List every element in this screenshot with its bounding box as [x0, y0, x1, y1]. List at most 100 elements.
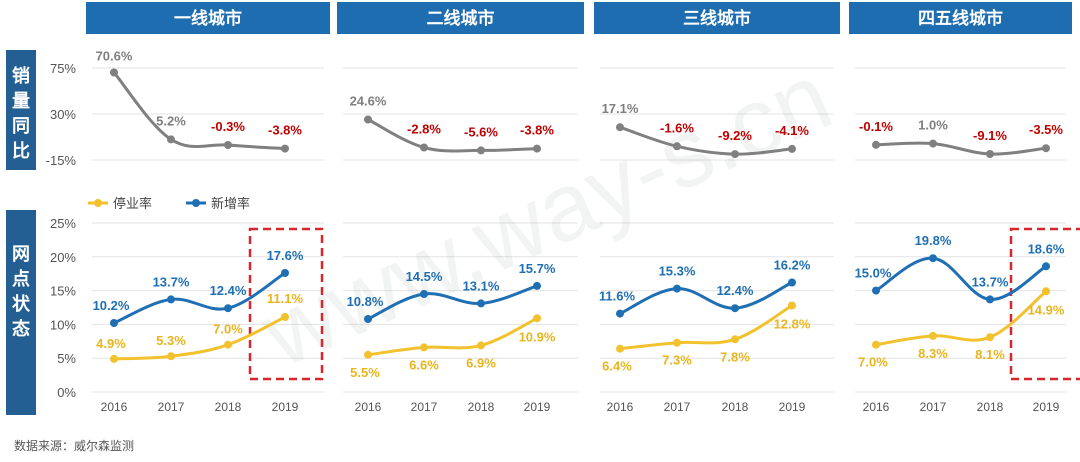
highlight-2019-box [1009, 227, 1080, 381]
x-tick-label: 2019 [272, 400, 299, 414]
y-tick-label-sales: 75% [50, 61, 76, 76]
new-rate-point [673, 284, 681, 293]
stop-rate-label: 6.9% [466, 355, 496, 370]
y-tick-label-outlets: 25% [50, 216, 76, 231]
new-rate-point [224, 304, 232, 313]
panel-header-bg [849, 2, 1072, 34]
stop-rate-line [367, 316, 538, 357]
x-tick-label: 2016 [863, 400, 890, 414]
y-tick-label-outlets: 5% [57, 351, 76, 366]
x-tick-label: 2017 [158, 400, 185, 414]
stop-rate-label: 11.1% [267, 291, 304, 306]
sales-yoy-point [986, 150, 994, 158]
sales-yoy-point [788, 144, 796, 153]
sales-yoy-label: 5.2% [156, 113, 186, 128]
new-rate-label: 10.2% [93, 298, 130, 313]
new-rate-label: 16.2% [774, 258, 811, 273]
stop-rate-line [113, 315, 286, 361]
stop-rate-point [364, 350, 372, 359]
highlight-2019-box [248, 227, 324, 381]
stop-rate-point [616, 344, 624, 353]
new-rate-label: 15.7% [519, 261, 556, 276]
stop-rate-label: 5.5% [350, 365, 380, 380]
x-tick-label: 2016 [607, 400, 634, 414]
stop-rate-label: 12.8% [774, 317, 811, 332]
sales-yoy-line [367, 118, 538, 153]
stop-rate-point [477, 341, 485, 350]
sales-yoy-label: -1.6% [660, 120, 694, 135]
x-tick-label: 2017 [920, 400, 947, 414]
stop-rate-label: 6.4% [602, 359, 632, 374]
sales-yoy-label: -3.8% [520, 123, 554, 138]
stop-rate-point [110, 354, 118, 363]
x-tick-label: 2018 [468, 400, 495, 414]
x-tick-label: 2019 [1033, 400, 1060, 414]
stop-rate-label: 7.8% [720, 349, 750, 364]
new-rate-point [929, 254, 937, 263]
stop-rate-point [1042, 287, 1050, 296]
new-rate-label: 13.7% [972, 274, 1009, 289]
row-label-sales-char: 量 [12, 90, 30, 111]
new-rate-point [281, 269, 289, 277]
row-label-outlets-char: 状 [12, 293, 31, 314]
sales-yoy-point [477, 146, 485, 155]
panel-header-bg [86, 2, 330, 34]
legend-stop-rate-marker [94, 199, 102, 207]
sales-yoy-label: -0.3% [211, 119, 245, 134]
sales-yoy-label: 24.6% [350, 94, 387, 109]
panel-header-bg [337, 2, 584, 34]
new-rate-point [167, 295, 175, 304]
panel-header-title: 二线城市 [427, 8, 495, 28]
new-rate-point [616, 309, 624, 318]
new-rate-line [367, 284, 538, 321]
stop-rate-point [731, 335, 739, 344]
sales-yoy-label: -9.1% [973, 128, 1007, 143]
new-rate-point [788, 278, 796, 287]
stop-rate-label: 7.0% [213, 322, 243, 337]
row-label-outlets-char: 态 [12, 318, 30, 339]
sales-yoy-label: 70.6% [96, 49, 133, 64]
sales-yoy-line [875, 141, 1047, 156]
new-rate-label: 15.0% [855, 266, 892, 281]
new-rate-point [477, 299, 485, 308]
stop-rate-point [673, 338, 681, 347]
sales-yoy-point [224, 141, 232, 149]
row-label-outlets-char: 网 [12, 244, 30, 264]
sales-yoy-label: 17.1% [602, 101, 639, 116]
x-tick-label: 2018 [215, 400, 242, 414]
sales-yoy-point [1042, 144, 1050, 153]
new-rate-label: 12.4% [717, 283, 754, 298]
stop-rate-point [788, 301, 796, 310]
new-rate-point [533, 281, 541, 290]
stop-rate-point [533, 314, 541, 323]
sales-yoy-point [616, 123, 624, 132]
stop-rate-label: 14.9% [1028, 302, 1065, 317]
new-rate-label: 12.4% [210, 283, 247, 298]
y-tick-label-sales: -15% [46, 153, 77, 168]
sales-yoy-point [673, 142, 681, 151]
y-tick-label-outlets: 10% [50, 317, 76, 332]
stop-rate-point [420, 343, 428, 352]
row-label-sales-char: 比 [12, 141, 30, 161]
stop-rate-label: 10.9% [519, 329, 556, 344]
new-rate-point [420, 290, 428, 298]
new-rate-point [872, 286, 880, 295]
x-tick-label: 2016 [101, 400, 128, 414]
stop-rate-label: 5.3% [156, 333, 186, 348]
sales-yoy-point [731, 150, 739, 159]
new-rate-label: 17.6% [267, 248, 304, 263]
stop-rate-label: 4.9% [96, 336, 126, 351]
new-rate-label: 13.1% [463, 278, 500, 293]
row-label-sales-char: 同 [12, 116, 30, 136]
new-rate-label: 15.3% [659, 264, 696, 279]
sales-yoy-point [420, 143, 428, 152]
x-tick-label: 2019 [524, 400, 551, 414]
panel-header-title: 三线城市 [683, 8, 751, 28]
sales-yoy-label: -0.1% [859, 119, 893, 134]
row-label-sales-char: 销 [12, 65, 30, 86]
panel-header-title: 一线城市 [174, 8, 242, 28]
stop-rate-point [929, 331, 937, 340]
sales-yoy-line [619, 125, 793, 156]
x-tick-label: 2016 [355, 400, 382, 414]
stop-rate-line [619, 304, 793, 351]
